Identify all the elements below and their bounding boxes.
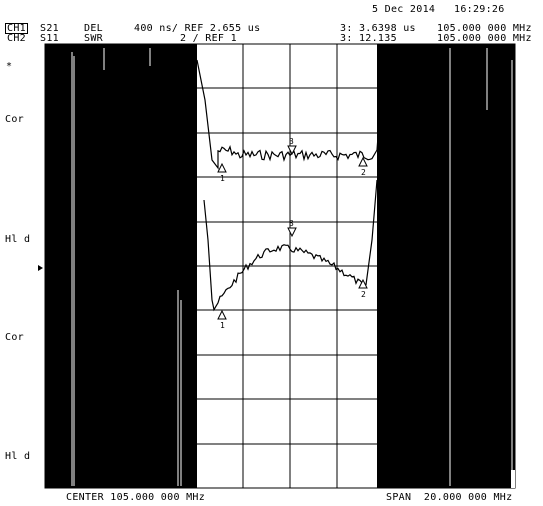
ch1-correction-label: Cor xyxy=(5,114,24,125)
ch2-scale: 2 / REF 1 xyxy=(180,33,237,44)
ch1-parameter: S21 xyxy=(40,23,59,34)
marker-2-label: 2 xyxy=(361,168,366,177)
marker-1b-label: 1 xyxy=(220,321,225,330)
marker-1-label: 1 xyxy=(220,174,225,183)
graticule-grid xyxy=(195,44,385,488)
markers: 1 2 3 1 2 3 xyxy=(217,137,368,330)
reference-pointer-icon xyxy=(38,265,43,271)
marker-1b-icon xyxy=(217,309,227,320)
delay-trace xyxy=(196,59,381,170)
ch2-marker-value: 3: 12.135 xyxy=(340,33,397,44)
marker-1-icon xyxy=(217,162,227,173)
marker-3-label: 3 xyxy=(289,137,294,146)
marker-2b-icon xyxy=(358,278,368,289)
ch2-correction-label: Cor xyxy=(5,332,24,343)
marker-2b-label: 2 xyxy=(361,290,366,299)
date-readout: 5 Dec 2014 xyxy=(372,4,436,15)
trace-streaks xyxy=(71,48,515,488)
ch2-format: SWR xyxy=(84,33,103,44)
ch2-parameter: S11 xyxy=(40,33,59,44)
channel-1-button[interactable]: CH1 xyxy=(5,23,28,34)
marker-3-icon xyxy=(287,145,297,156)
center-frequency: CENTER 105.000 000 MHz xyxy=(66,492,206,503)
swr-trace xyxy=(203,179,378,312)
ch1-marker-value: 3: 3.6398 us xyxy=(340,23,416,34)
ch1-hold-label: Hl d xyxy=(5,234,31,245)
marker-3b-label: 3 xyxy=(289,219,294,228)
ch1-marker-frequency: 105.000 000 MHz xyxy=(437,23,532,34)
ch2-marker-frequency: 105.000 000 MHz xyxy=(437,33,532,44)
marker-3b-icon xyxy=(287,227,297,238)
status-star: * xyxy=(6,61,13,72)
time-readout: 16:29:26 xyxy=(454,4,505,15)
left-trace-fill xyxy=(45,44,197,488)
marker-2-icon xyxy=(358,156,368,167)
ch2-hold-label: Hl d xyxy=(5,451,31,462)
ch1-format: DEL xyxy=(84,23,103,34)
channel-2-button[interactable]: CH2 xyxy=(7,33,26,44)
right-trace-fill xyxy=(377,44,515,488)
traces xyxy=(196,59,381,312)
span-frequency: SPAN 20.000 000 MHz xyxy=(386,492,513,503)
ch1-scale: 400 ns/ REF 2.655 us xyxy=(134,23,261,34)
